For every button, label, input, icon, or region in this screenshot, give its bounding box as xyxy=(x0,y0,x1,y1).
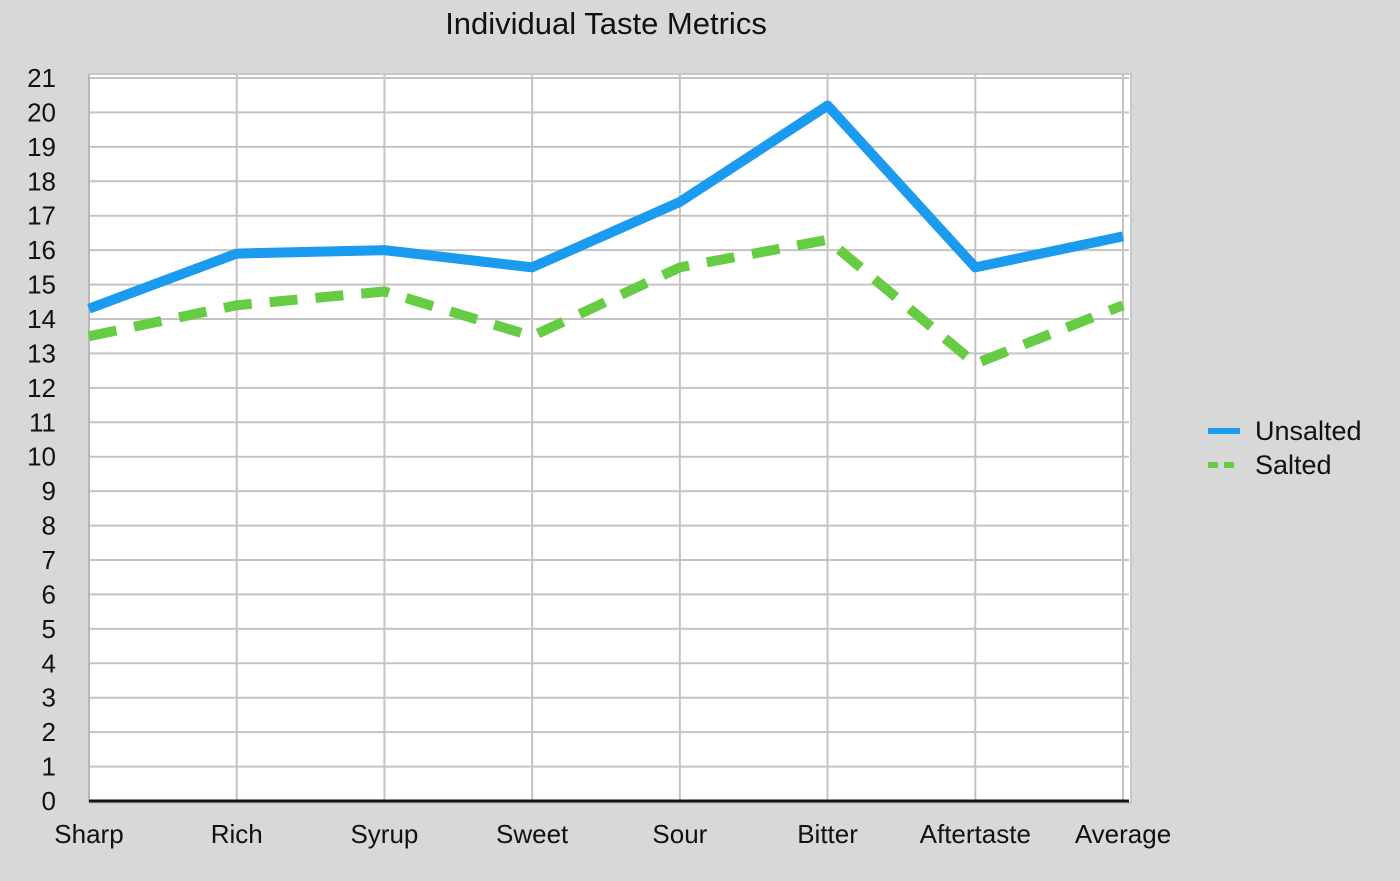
x-tick-label: Aftertaste xyxy=(920,819,1031,849)
x-tick-label: Sweet xyxy=(496,819,569,849)
chart-title: Individual Taste Metrics xyxy=(445,6,767,41)
plot-area xyxy=(88,73,1132,804)
y-tick-label: 3 xyxy=(42,683,56,713)
x-tick-label: Sour xyxy=(652,819,707,849)
x-tick-label: Sharp xyxy=(54,819,123,849)
y-tick-label: 16 xyxy=(27,235,56,265)
y-tick-label: 13 xyxy=(27,338,56,368)
x-tick-label: Average xyxy=(1075,819,1171,849)
y-tick-label: 6 xyxy=(42,579,56,609)
y-tick-label: 0 xyxy=(42,786,56,816)
y-tick-label: 14 xyxy=(27,304,56,334)
legend-label-salted: Salted xyxy=(1255,450,1332,480)
y-tick-label: 18 xyxy=(27,166,56,196)
legend: Unsalted Salted xyxy=(1208,416,1362,480)
grid-lines xyxy=(89,74,1129,801)
y-tick-label: 19 xyxy=(27,132,56,162)
y-tick-label: 1 xyxy=(42,752,56,782)
y-tick-label: 12 xyxy=(27,373,56,403)
y-tick-label: 5 xyxy=(42,614,56,644)
y-tick-label: 7 xyxy=(42,545,56,575)
y-tick-label: 8 xyxy=(42,511,56,541)
y-tick-label: 20 xyxy=(27,97,56,127)
series-line-salted xyxy=(87,234,1125,369)
x-tick-label: Syrup xyxy=(350,819,418,849)
x-tick-label: Bitter xyxy=(797,819,858,849)
y-tick-label: 15 xyxy=(27,270,56,300)
series-lines xyxy=(87,100,1125,369)
y-tick-label: 4 xyxy=(42,648,56,678)
y-tick-label: 2 xyxy=(42,717,56,747)
y-tick-label: 10 xyxy=(27,442,56,472)
y-tick-label: 9 xyxy=(42,476,56,506)
legend-label-unsalted: Unsalted xyxy=(1255,416,1362,446)
y-tick-label: 17 xyxy=(27,201,56,231)
y-tick-label: 11 xyxy=(29,407,56,437)
series-line-unsalted xyxy=(87,100,1125,314)
y-tick-label: 21 xyxy=(27,63,56,93)
x-tick-label: Rich xyxy=(211,819,263,849)
